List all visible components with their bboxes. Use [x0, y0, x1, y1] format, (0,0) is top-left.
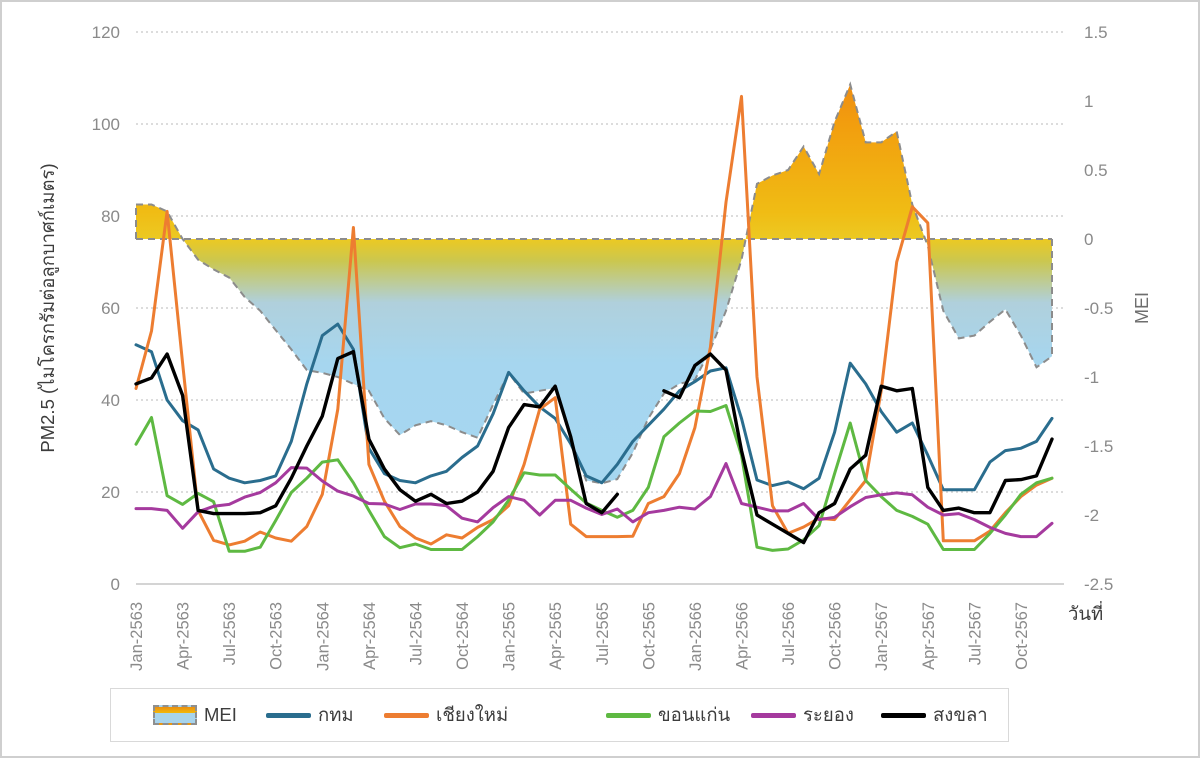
- x-axis-tick-label: Jan-2566: [687, 602, 705, 671]
- mei-curve: [136, 81, 1053, 485]
- legend-item-MEI: MEI: [153, 689, 237, 741]
- x-axis-tick-label: Jan-2564: [314, 602, 332, 671]
- series-lines: [134, 94, 1054, 553]
- right-axis-tick-label: -2.5: [1084, 575, 1113, 594]
- x-axis-tick-label: Oct-2563: [268, 602, 286, 670]
- legend-label: กทม: [318, 703, 354, 725]
- y-axis-tick-label: 60: [101, 299, 120, 318]
- x-axis-tick-label: Jul-2563: [221, 602, 239, 665]
- series-line-เชียงใหม่: [134, 94, 1054, 547]
- x-axis-tick-label: Jan-2567: [873, 602, 891, 671]
- y-axis-tick-label: 100: [92, 115, 120, 134]
- x-axis-tick-label: Jan-2565: [501, 602, 519, 671]
- x-axis-tick-label: Apr-2565: [547, 602, 565, 670]
- right-axis-tick-label: 0.5: [1084, 161, 1108, 180]
- legend: MEI กทม เชียงใหม่ ขอนแก่น ระยอง สงขลา: [110, 688, 1009, 742]
- x-axis-tick-label: Jul-2567: [966, 602, 984, 665]
- legend-swatch-สงขลา: [881, 712, 926, 718]
- right-axis-title: MEI: [1132, 292, 1152, 324]
- legend-label: MEI: [204, 704, 237, 725]
- y-axis-tick-label: 40: [101, 391, 120, 410]
- y-axis-tick-label: 20: [101, 483, 120, 502]
- x-axis-tick-label: Apr-2563: [175, 602, 193, 670]
- x-axis-tick-label: Jul-2565: [594, 602, 612, 665]
- mei-area: [135, 81, 1053, 485]
- legend-swatch-mei-area: [153, 705, 197, 725]
- legend-item-เชียงใหม่: เชียงใหม่: [384, 689, 508, 741]
- left-axis-title: PM2.5 (ไมโครกรัมต่อลูกบาศก์เมตร): [37, 163, 59, 452]
- x-axis-tick-label: Jan-2563: [128, 602, 146, 671]
- y-axis-tick-label: 120: [92, 23, 120, 42]
- legend-swatch-กทม: [266, 712, 311, 718]
- x-axis-tick-label: Jul-2564: [407, 602, 425, 665]
- x-axis-title: วันที่: [1068, 601, 1103, 624]
- series-line-สงขลา: [134, 350, 1054, 545]
- axis-tick-labels: 0 20 40 60 80 100 120 1.5 1 0.5 0 -0.5 -1 -1.5 -2 -2.5 J…: [92, 23, 1114, 671]
- legend-item-กทม: กทม: [266, 689, 354, 741]
- y-axis-tick-label: 0: [111, 575, 120, 594]
- right-axis-tick-label: -1.5: [1084, 437, 1113, 456]
- x-axis-tick-label: Apr-2566: [733, 602, 751, 670]
- right-axis-tick-label: 1: [1084, 92, 1093, 111]
- legend-item-ขอนแก่น: ขอนแก่น: [606, 689, 730, 741]
- x-axis-tick-label: Oct-2567: [1013, 602, 1031, 670]
- x-axis-tick-label: Apr-2567: [920, 602, 938, 670]
- right-axis-tick-label: 1.5: [1084, 23, 1108, 42]
- right-axis-tick-label: -0.5: [1084, 299, 1113, 318]
- x-axis-tick-label: Oct-2566: [827, 602, 845, 670]
- legend-swatch-ระยอง: [751, 712, 796, 718]
- mei-area-fill: [136, 84, 1052, 484]
- legend-item-ระยอง: ระยอง: [751, 689, 854, 741]
- x-axis-tick-label: Jul-2566: [780, 602, 798, 665]
- y-axis-tick-label: 80: [101, 207, 120, 226]
- gridlines: [136, 31, 1064, 585]
- right-axis-tick-label: -2: [1084, 506, 1099, 525]
- right-axis-tick-label: 0: [1084, 230, 1093, 249]
- x-axis-tick-label: Apr-2564: [361, 602, 379, 670]
- legend-label: ระยอง: [803, 703, 854, 725]
- legend-item-สงขลา: สงขลา: [881, 689, 988, 741]
- legend-label: เชียงใหม่: [436, 703, 509, 725]
- x-axis-tick-label: Oct-2564: [454, 602, 472, 670]
- x-axis-tick-label: Oct-2565: [640, 602, 658, 670]
- right-axis-tick-label: -1: [1084, 368, 1099, 387]
- legend-label: สงขลา: [933, 703, 988, 725]
- series-line-กทม: [134, 322, 1054, 492]
- series-line-ระยอง: [134, 462, 1054, 539]
- legend-swatch-เชียงใหม่: [384, 712, 429, 718]
- legend-swatch-ขอนแก่น: [606, 712, 651, 718]
- legend-label: ขอนแก่น: [658, 703, 731, 725]
